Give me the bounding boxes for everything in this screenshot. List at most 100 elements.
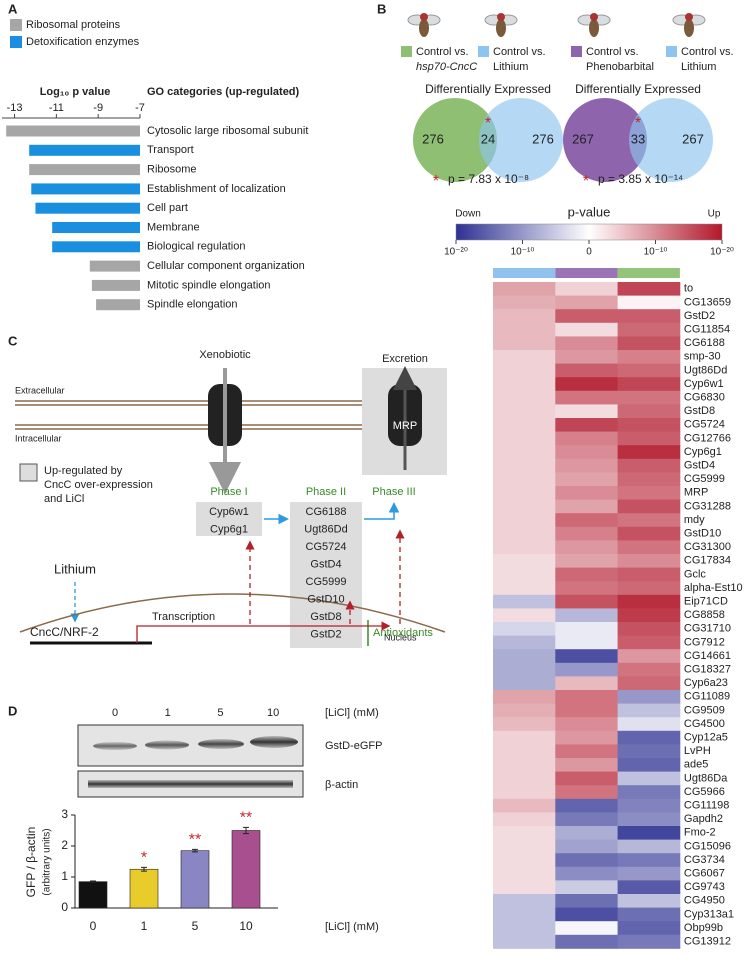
- band: [145, 740, 189, 750]
- heatmap-cell: [493, 322, 556, 337]
- heatmap-cell: [617, 336, 681, 351]
- gene-label: Cyp6w1: [684, 378, 724, 390]
- heatmap-cell: [493, 309, 556, 324]
- heatmap-cell: [555, 295, 618, 310]
- error-bar: [192, 848, 198, 853]
- heatmap-cell: [493, 921, 556, 936]
- legend-swatch: [478, 46, 489, 57]
- colorbar-end-label: Up: [708, 209, 721, 220]
- heatmap-cell: [493, 703, 556, 718]
- venn-count: 267: [682, 131, 704, 146]
- gene-name: CG6188: [306, 506, 347, 518]
- heatmap-cell: [617, 622, 681, 636]
- gene-label: CG11854: [684, 324, 730, 336]
- gene-name: CG5724: [306, 541, 347, 553]
- phase-title: Phase II: [306, 486, 346, 498]
- category-title: GO categories (up-regulated): [147, 86, 300, 98]
- heatmap-cell: [555, 730, 618, 745]
- bar: [52, 222, 140, 233]
- gene-label: MRP: [684, 487, 708, 499]
- heatmap-cell: [617, 282, 681, 296]
- panel-label: C: [8, 333, 18, 348]
- heatmap-cell: [555, 758, 618, 772]
- heatmap-cell: [493, 690, 556, 704]
- heatmap-cell: [555, 853, 618, 868]
- colorbar-tick-label: 10⁻²⁰: [444, 247, 468, 258]
- colorbar-tick-label: 10⁻¹⁰: [644, 247, 668, 258]
- heatmap-cell: [493, 472, 556, 487]
- heatmap-cell: [555, 472, 618, 487]
- heatmap-cell: [617, 730, 681, 745]
- heatmap-cell: [617, 418, 681, 432]
- lane-label: 1: [165, 707, 171, 719]
- gene-label: CG6830: [684, 392, 725, 404]
- heatmap-cell: [493, 907, 556, 922]
- column-header: [555, 268, 618, 278]
- gene-name: GstD2: [310, 628, 341, 640]
- heatmap-cell: [555, 458, 618, 473]
- x-tick-label: 10: [239, 919, 253, 933]
- panel-label: B: [377, 1, 386, 16]
- heatmap-cell: [617, 703, 681, 718]
- venn-count: 24: [481, 131, 495, 146]
- gene-label: CG5999: [684, 473, 725, 485]
- heatmap-cell: [555, 526, 618, 541]
- heatmap-cell: [493, 363, 556, 378]
- legend-swatch: [666, 46, 677, 57]
- gene-box: [196, 502, 262, 536]
- heatmap-cell: [555, 363, 618, 378]
- heatmap-cell: [617, 921, 681, 936]
- gene-label: CG5724: [684, 419, 725, 431]
- heatmap-cell: [493, 390, 556, 405]
- heatmap-cell: [617, 540, 681, 555]
- heatmap-cell: [493, 785, 556, 800]
- heatmap-cell: [617, 486, 681, 500]
- heatmap-cell: [617, 717, 681, 732]
- heatmap-cell: [617, 350, 681, 364]
- heatmap-cell: [555, 690, 618, 704]
- heatmap-cell: [555, 771, 618, 786]
- nucleus-membrane: [19, 593, 446, 633]
- gene-name: Cyp6g1: [210, 523, 248, 535]
- x-tick-label: -9: [93, 102, 103, 114]
- heatmap-cell: [555, 717, 618, 732]
- panel-label: A: [8, 1, 18, 16]
- gene-label: CG6067: [684, 868, 725, 880]
- bar: [89, 260, 140, 272]
- gene-label: GstD2: [684, 310, 715, 322]
- fly-body: [589, 19, 599, 37]
- factor-label: CncC/NRF-2: [30, 625, 99, 639]
- lane-label: 0: [112, 707, 118, 719]
- category-label: Spindle elongation: [147, 299, 238, 311]
- venn-set: [563, 98, 647, 182]
- band: [250, 736, 298, 748]
- bar: [31, 183, 140, 195]
- band: [88, 780, 293, 788]
- comparison-label: Control vs.: [586, 46, 639, 58]
- gene-label: CG9509: [684, 704, 725, 716]
- gene-label: CG4500: [684, 718, 725, 730]
- heatmap-cell: [617, 758, 681, 772]
- significance-mark: **: [189, 832, 201, 849]
- heatmap-cell: [617, 581, 681, 596]
- x-axis-title: [LiCl] (mM): [325, 921, 379, 933]
- gene-label: CG15096: [684, 840, 731, 852]
- heatmap-cell: [555, 744, 618, 759]
- gene-name: Cyp6w1: [209, 506, 249, 518]
- comparison-label: Control vs.: [681, 46, 734, 58]
- heatmap-cell: [617, 445, 681, 460]
- gene-label: CG31300: [684, 541, 731, 553]
- venn-title: Differentially Expressed: [425, 82, 551, 96]
- colorbar-tick-label: 10⁻¹⁰: [511, 247, 535, 258]
- significance-mark: *: [485, 115, 491, 132]
- heatmap-cell: [493, 567, 556, 582]
- lane-label: 10: [267, 707, 279, 719]
- heatmap-cell: [493, 894, 556, 908]
- heatmap-cell: [493, 744, 556, 759]
- legend-swatch: [10, 36, 22, 48]
- column-header: [617, 268, 680, 278]
- heatmap-cell: [555, 894, 618, 908]
- category-label: Cellular component organization: [147, 260, 305, 272]
- heatmap-cell: [493, 730, 556, 745]
- heatmap-cell: [617, 309, 681, 324]
